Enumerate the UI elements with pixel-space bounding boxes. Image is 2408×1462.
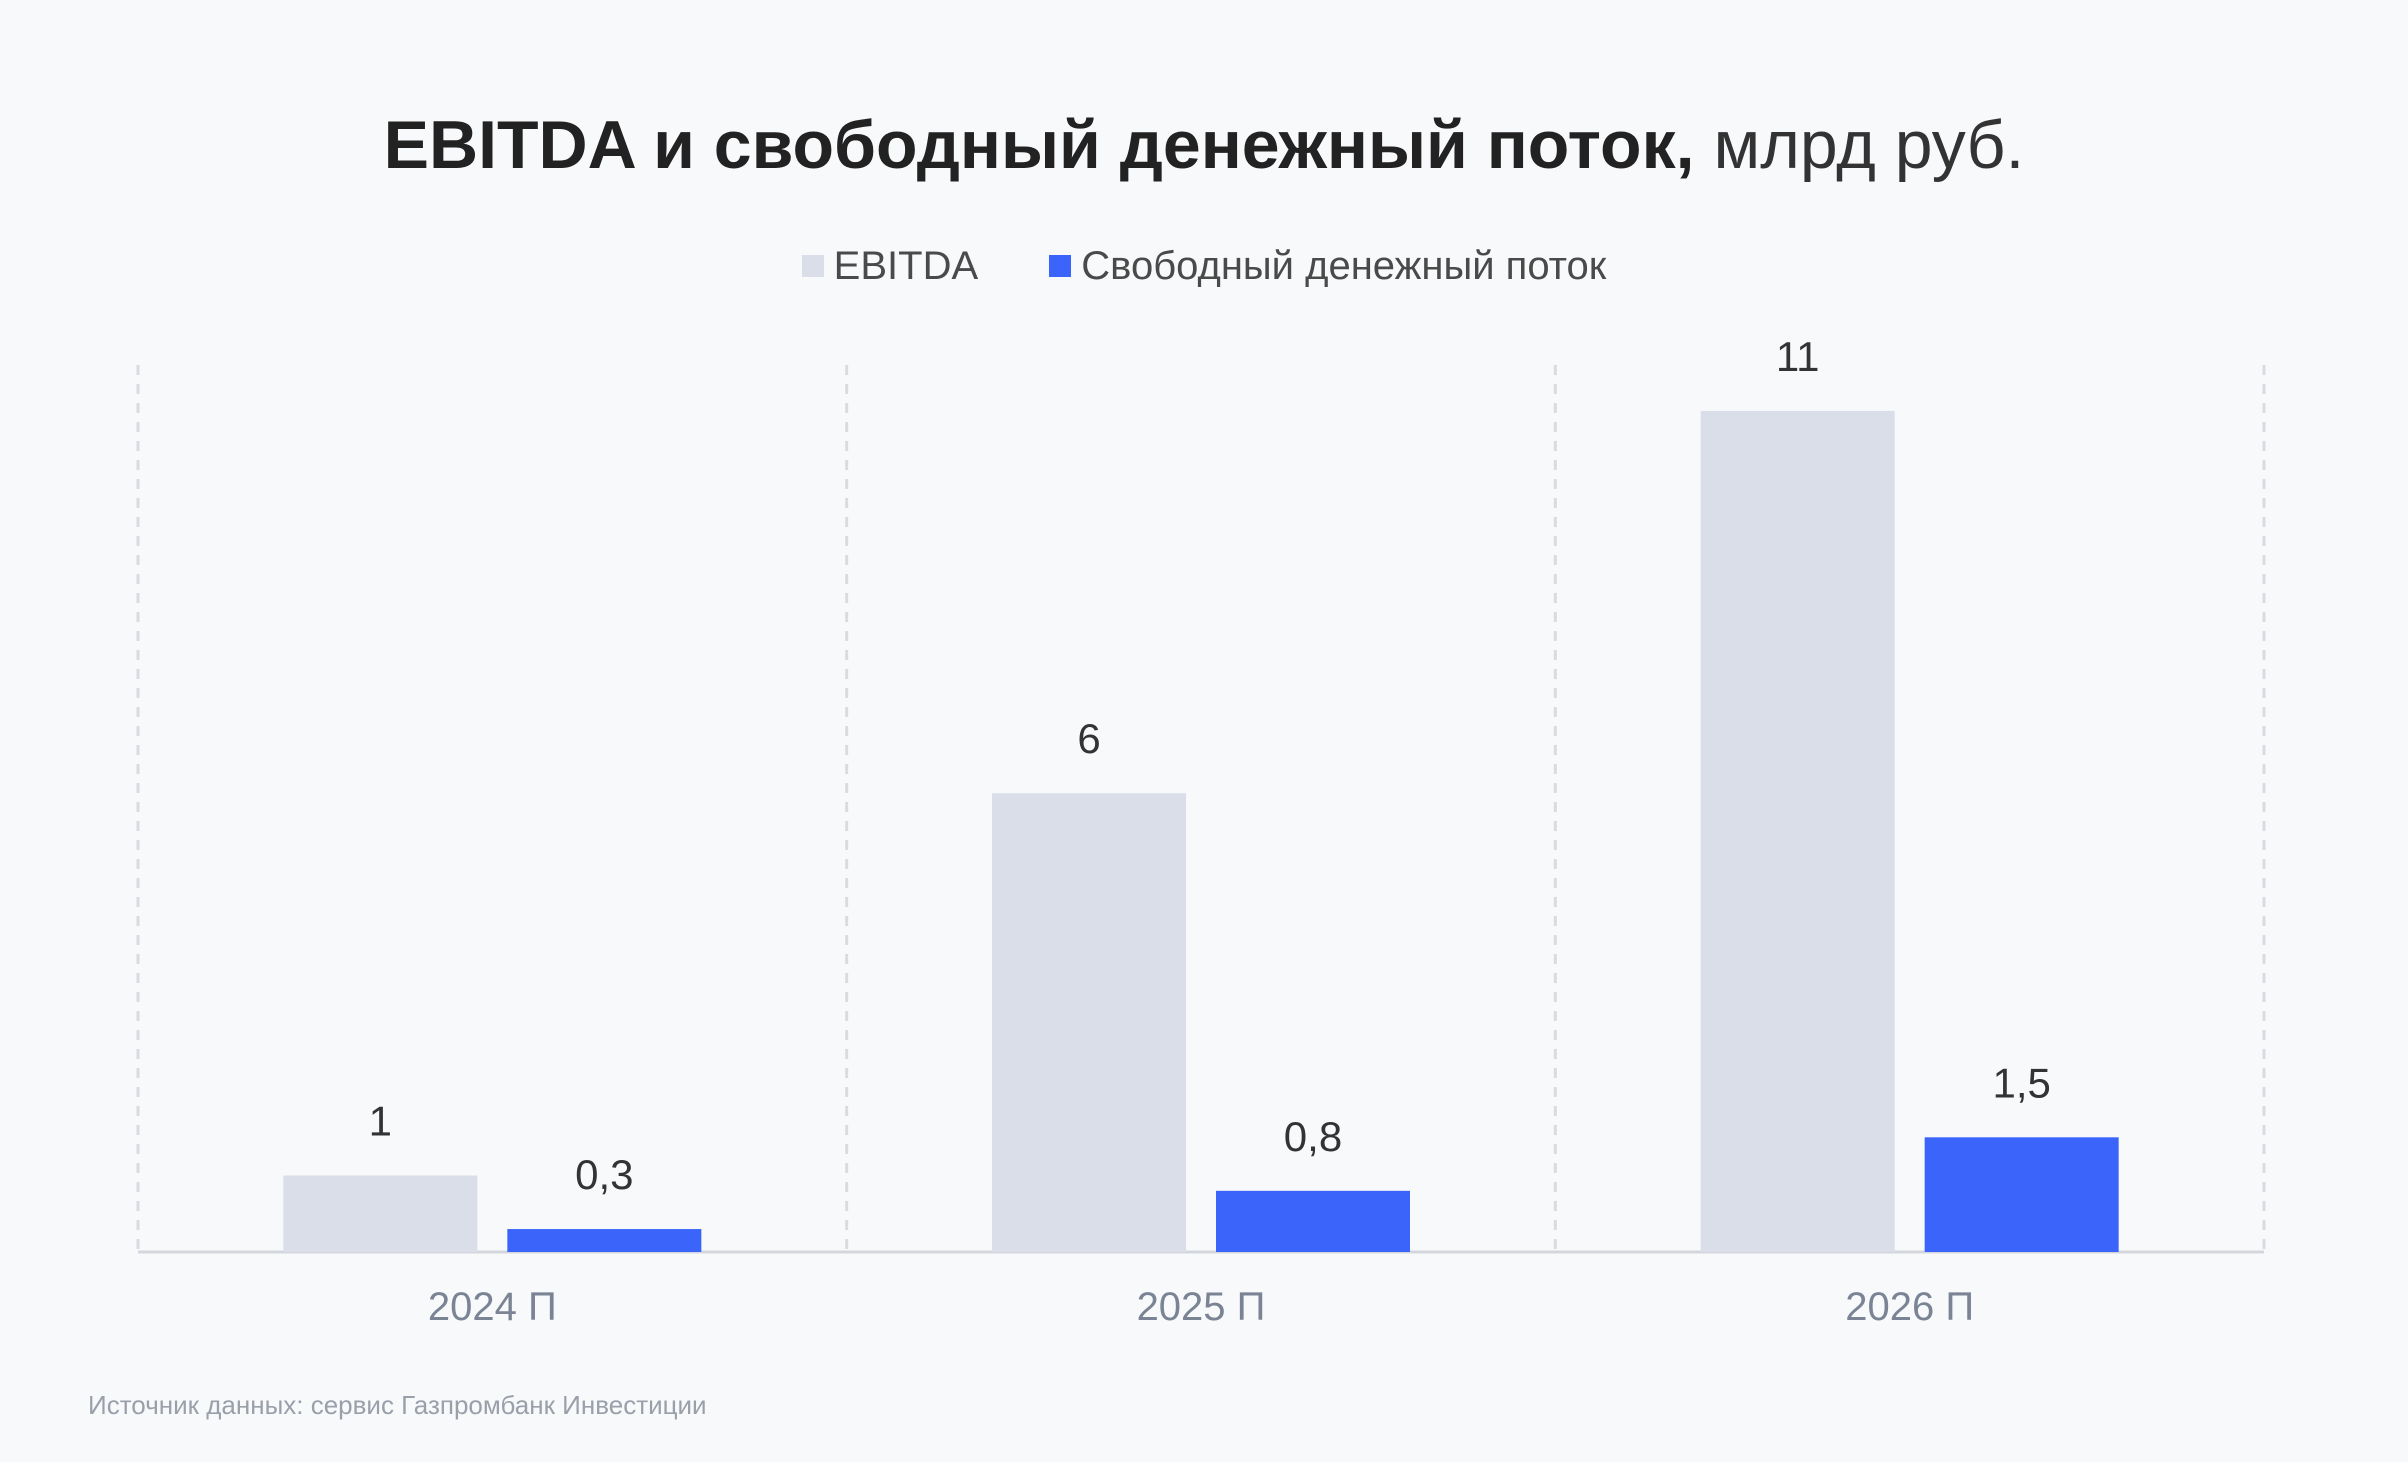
bar-fcf-2	[1924, 1137, 2119, 1252]
legend-item-fcf[interactable]: Свободный денежный поток	[1049, 238, 1606, 294]
bar-ebitda-0	[283, 1175, 478, 1252]
data-label-fcf-2: 1,5	[1992, 1059, 2050, 1106]
data-label-fcf-0: 0,3	[575, 1151, 633, 1198]
bar-fcf-0	[507, 1229, 702, 1252]
chart-title-unit: млрд руб.	[1713, 107, 2025, 183]
category-label-2: 2026 П	[1845, 1285, 1974, 1329]
data-source-note: Источник данных: сервис Газпромбанк Инве…	[88, 1390, 707, 1420]
chart-title: EBITDA и свободный денежный поток, млрд …	[0, 100, 2408, 190]
category-label-1: 2025 П	[1137, 1285, 1266, 1329]
chart-legend: EBITDA Свободный денежный поток	[0, 236, 2408, 294]
legend-swatch-ebitda	[801, 254, 824, 277]
bar-ebitda-1	[992, 793, 1186, 1252]
data-label-fcf-1: 0,8	[1284, 1113, 1342, 1160]
data-label-ebitda-2: 11	[1776, 333, 1820, 380]
bar-fcf-1	[1216, 1190, 1410, 1252]
data-label-ebitda-0: 1	[369, 1098, 392, 1145]
data-label-ebitda-1: 6	[1077, 715, 1100, 762]
legend-label-ebitda: EBITDA	[833, 244, 979, 289]
bar-ebitda-2	[1700, 410, 1895, 1253]
legend-label-fcf: Свободный денежный поток	[1081, 244, 1607, 289]
legend-item-ebitda[interactable]: EBITDA	[801, 238, 979, 294]
category-label-0: 2024 П	[428, 1285, 557, 1329]
legend-swatch-fcf	[1049, 254, 1072, 277]
chart-title-bold: EBITDA и свободный денежный поток,	[383, 107, 1695, 183]
